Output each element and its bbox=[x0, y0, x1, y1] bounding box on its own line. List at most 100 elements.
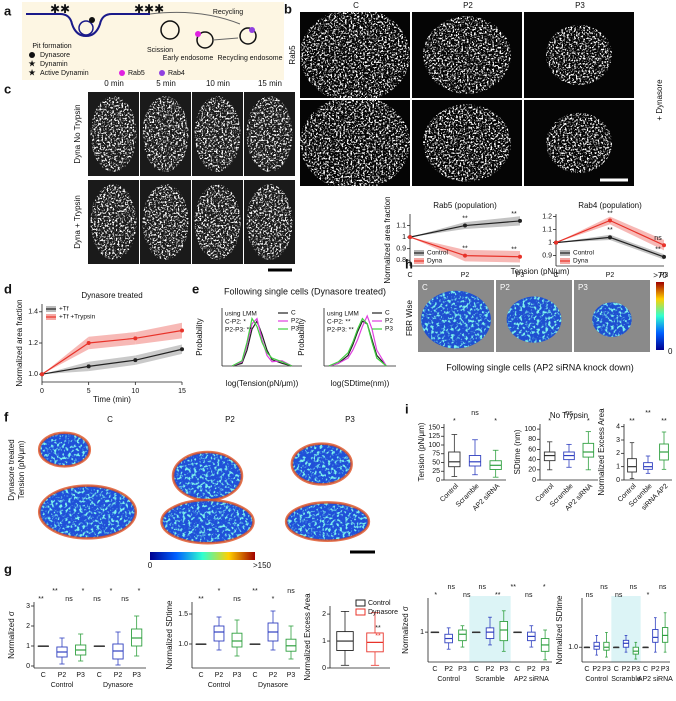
y-tick-label: 1.2 bbox=[542, 213, 552, 220]
column-label: P2 bbox=[225, 415, 235, 424]
y-tick-label: 0 bbox=[26, 663, 30, 670]
colorbar bbox=[150, 552, 255, 560]
box bbox=[458, 629, 467, 642]
cell bbox=[286, 502, 369, 541]
error-band bbox=[42, 336, 89, 375]
x-tick-label: P2 bbox=[215, 672, 224, 679]
significance: ns bbox=[600, 584, 608, 591]
cell bbox=[90, 184, 137, 260]
x-axis-label: Time (min) bbox=[93, 395, 131, 404]
x-tick-label: P2 bbox=[58, 672, 67, 679]
diagram-label: Recycling bbox=[213, 9, 243, 16]
x-tick-label: C bbox=[474, 666, 479, 673]
box bbox=[643, 462, 653, 470]
cell bbox=[421, 290, 491, 349]
x-tick-label: 5 bbox=[87, 388, 91, 395]
x-tick-label: P3 bbox=[499, 666, 508, 673]
column-label: C bbox=[353, 1, 359, 10]
x-tick-label: P2 bbox=[592, 666, 601, 673]
y-tick-label: 1.5 bbox=[178, 611, 188, 618]
significance: * bbox=[548, 418, 551, 425]
legend-label: +Tf bbox=[59, 306, 69, 313]
cell bbox=[142, 96, 189, 172]
y-tick-label: 125 bbox=[428, 433, 440, 440]
column-label: P3 bbox=[578, 283, 588, 292]
x-tick-label: P3 bbox=[660, 272, 669, 279]
significance: ns bbox=[659, 584, 667, 591]
side-label: Tension (pN/μm) bbox=[17, 440, 26, 499]
y-tick-label: 2 bbox=[26, 623, 30, 630]
point bbox=[133, 336, 138, 341]
diagram: ✱✱ ✱✱✱ ★ ★ bbox=[22, 2, 284, 80]
point bbox=[86, 364, 91, 369]
point bbox=[662, 254, 666, 259]
legend-label: Dyna bbox=[427, 258, 443, 265]
error-band bbox=[410, 237, 465, 262]
legend-dot bbox=[159, 70, 165, 76]
y-axis-label: Probability bbox=[297, 318, 306, 355]
significance: ns bbox=[121, 596, 129, 603]
cell bbox=[39, 485, 136, 539]
significance: * bbox=[218, 588, 221, 595]
x-tick-label: C bbox=[614, 666, 619, 673]
box bbox=[231, 632, 243, 648]
cell bbox=[300, 12, 410, 98]
colorbar-label: 0 bbox=[668, 347, 673, 356]
significance: ** bbox=[252, 588, 258, 595]
significance: ** bbox=[495, 592, 501, 599]
legend-label: Rab4 bbox=[168, 70, 185, 77]
cell bbox=[506, 296, 562, 343]
legend-label: Rab5 bbox=[128, 70, 145, 77]
cell-texture bbox=[300, 12, 410, 98]
group-label: Dynasore bbox=[258, 682, 288, 689]
y-axis-label: Normalized σ bbox=[401, 606, 410, 654]
point bbox=[180, 328, 184, 333]
box bbox=[485, 627, 495, 639]
cell-texture bbox=[592, 302, 632, 337]
box bbox=[468, 455, 482, 467]
cell-texture bbox=[142, 184, 189, 260]
y-tick-label: 1 bbox=[402, 234, 406, 241]
legend-star: ★ bbox=[28, 58, 36, 68]
y-axis-label: Tension (pN/μm) bbox=[417, 422, 426, 481]
significance: ** bbox=[511, 247, 517, 254]
cell-texture bbox=[291, 443, 352, 485]
x-tick-label: C bbox=[41, 672, 46, 679]
y-tick-label: 0 bbox=[616, 477, 620, 484]
annotation: P2-P3: ** bbox=[327, 327, 354, 334]
cell-texture bbox=[246, 184, 293, 260]
y-axis-label: Normalized area fraction bbox=[383, 196, 392, 283]
significance: ** bbox=[52, 588, 58, 595]
y-tick-label: 3 bbox=[26, 603, 30, 610]
column-label: C bbox=[422, 283, 428, 292]
point bbox=[463, 223, 467, 228]
point bbox=[133, 358, 138, 363]
annotation: P2-P3: ** bbox=[225, 327, 252, 334]
x-tick-label: C bbox=[97, 672, 102, 679]
x-tick-label: C bbox=[584, 666, 589, 673]
y-tick-label: 1.1 bbox=[396, 222, 406, 229]
cell-texture bbox=[423, 16, 511, 94]
series-line bbox=[231, 316, 293, 367]
legend-label: P2 bbox=[291, 318, 299, 325]
box bbox=[213, 625, 225, 642]
group-label: Control bbox=[208, 682, 231, 689]
significance: ** bbox=[645, 410, 651, 417]
box bbox=[582, 442, 595, 458]
y-tick-label: 4 bbox=[616, 424, 620, 431]
legend-label: P2 bbox=[385, 318, 393, 325]
x-tick-label: P2 bbox=[622, 666, 631, 673]
box bbox=[627, 458, 637, 473]
x-tick-label: P3 bbox=[516, 272, 525, 279]
point bbox=[463, 253, 467, 258]
significance: ** bbox=[511, 584, 517, 591]
x-tick-label: C bbox=[643, 666, 648, 673]
x-tick-label: 10 bbox=[131, 388, 139, 395]
x-tick-label: C bbox=[432, 666, 437, 673]
significance: ** bbox=[462, 215, 468, 222]
significance: ** bbox=[511, 211, 517, 218]
colorbar-label: 0 bbox=[148, 561, 153, 570]
y-tick-label: 1.0 bbox=[28, 371, 38, 378]
row-label: Dyna No Trypsin bbox=[73, 104, 82, 163]
y-tick-label: 1 bbox=[616, 464, 620, 471]
